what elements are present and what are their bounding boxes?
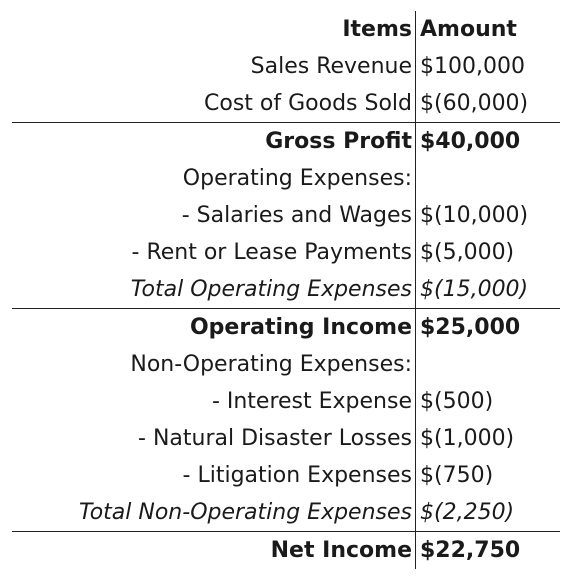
amount-value: $(500) xyxy=(420,389,494,414)
amount-value: $(15,000) xyxy=(420,277,529,302)
item-label: Operating Expenses: xyxy=(12,160,416,197)
amount-value xyxy=(416,160,561,197)
row-litigation-expenses: - Litigation Expenses $(750) xyxy=(12,457,560,494)
item-label: Total Non-Operating Expenses xyxy=(12,494,416,532)
item-label: Sales Revenue xyxy=(12,48,416,85)
item-label: Non-Operating Expenses: xyxy=(12,346,416,383)
row-interest-expense: - Interest Expense $(500) xyxy=(12,383,560,420)
amount-value: $40,000 xyxy=(415,122,560,160)
header-row: Items Amount xyxy=(12,11,560,48)
row-total-non-operating-expenses: Total Non-Operating Expenses $(2,250) xyxy=(12,494,560,532)
amount-value: $(750) xyxy=(420,463,494,488)
row-natural-disaster-losses: - Natural Disaster Losses $(1,000) xyxy=(12,420,560,457)
item-label: - Salaries and Wages xyxy=(12,197,416,234)
header-amount: Amount xyxy=(420,17,517,42)
item-label: - Litigation Expenses xyxy=(12,457,416,494)
row-sales-revenue: Sales Revenue $100,000 xyxy=(12,48,560,85)
amount-value: $22,750 xyxy=(415,531,560,569)
income-statement-table: Items Amount Sales Revenue $100,000 Cost… xyxy=(12,11,560,569)
item-label: - Interest Expense xyxy=(12,383,416,420)
amount-value: $(2,250) xyxy=(420,500,515,525)
row-operating-expenses-heading: Operating Expenses: xyxy=(12,160,560,197)
row-rent-or-lease: - Rent or Lease Payments $(5,000) xyxy=(12,234,560,271)
amount-value xyxy=(416,346,561,383)
amount-value: $(10,000) xyxy=(420,203,529,228)
row-non-operating-expenses-heading: Non-Operating Expenses: xyxy=(12,346,560,383)
item-label: - Natural Disaster Losses xyxy=(12,420,416,457)
item-label: - Rent or Lease Payments xyxy=(12,234,416,271)
amount-value: $25,000 xyxy=(415,308,560,346)
amount-value: $(60,000) xyxy=(420,91,529,116)
item-label: Operating Income xyxy=(12,308,416,346)
item-label: Net Income xyxy=(12,531,416,569)
item-label: Total Operating Expenses xyxy=(12,271,416,309)
row-gross-profit: Gross Profit $40,000 xyxy=(12,122,560,160)
row-operating-income: Operating Income $25,000 xyxy=(12,308,560,346)
amount-value: $(1,000) xyxy=(420,426,515,451)
amount-value: $(5,000) xyxy=(420,240,515,265)
item-label: Cost of Goods Sold xyxy=(12,85,416,123)
row-cost-of-goods-sold: Cost of Goods Sold $(60,000) xyxy=(12,85,560,123)
row-net-income: Net Income $22,750 xyxy=(12,531,560,569)
row-salaries-and-wages: - Salaries and Wages $(10,000) xyxy=(12,197,560,234)
header-items: Items xyxy=(12,11,416,48)
row-total-operating-expenses: Total Operating Expenses $(15,000) xyxy=(12,271,560,309)
item-label: Gross Profit xyxy=(12,122,416,160)
amount-value: $100,000 xyxy=(420,54,525,79)
